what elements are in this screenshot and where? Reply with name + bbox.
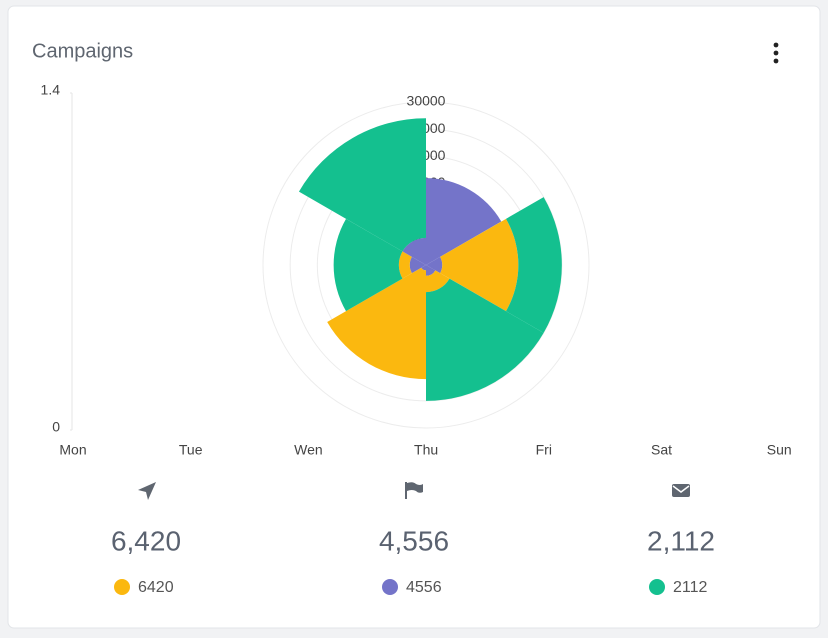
x-tick-label: Thu [414,442,438,458]
icon-send [138,482,156,500]
x-tick-label: Fri [536,442,552,458]
stat-value: 6,420 [111,525,181,556]
x-tick-label: Sat [651,442,672,458]
polar-bar-sector [440,218,519,312]
polar-bar-sector [426,256,443,274]
legend-dot [114,579,130,595]
polar-bar-sector [409,256,426,274]
x-tick-label: Wen [294,442,323,458]
legend-dot [649,579,665,595]
legend-dot [382,579,398,595]
card-title: Campaigns [32,40,133,62]
x-tick-label: Tue [179,442,203,458]
polar-bar-sector [426,265,436,276]
polar-bar-sector [402,237,426,265]
menu-button[interactable] [773,42,779,64]
polar-bar-sector [421,265,426,271]
icon-flag [405,482,423,499]
y-tick-label: 1.4 [41,82,61,98]
legend-label: 4556 [406,579,442,596]
polar-bar-sector [333,218,403,312]
x-tick-label: Mon [59,442,86,458]
y-tick-label: 0 [52,419,60,435]
polar-bar-sector [426,270,450,293]
polar-bar-sector [426,278,544,401]
icon-mail [672,484,690,497]
polar-ring [262,101,590,429]
legend-label: 2112 [673,579,708,596]
polar-bar-sector [426,178,502,265]
x-tick-label: Sun [767,442,792,458]
polar-bar-sector [298,118,426,252]
stat-value: 4,556 [379,525,449,556]
polar-bar-sector [398,251,412,279]
legend-label: 6420 [138,579,174,596]
polar-bar-sector [505,197,562,333]
r-tick-label: 30000 [407,93,446,109]
stat-value: 2,112 [647,525,715,556]
polar-bar-sector [327,267,426,380]
